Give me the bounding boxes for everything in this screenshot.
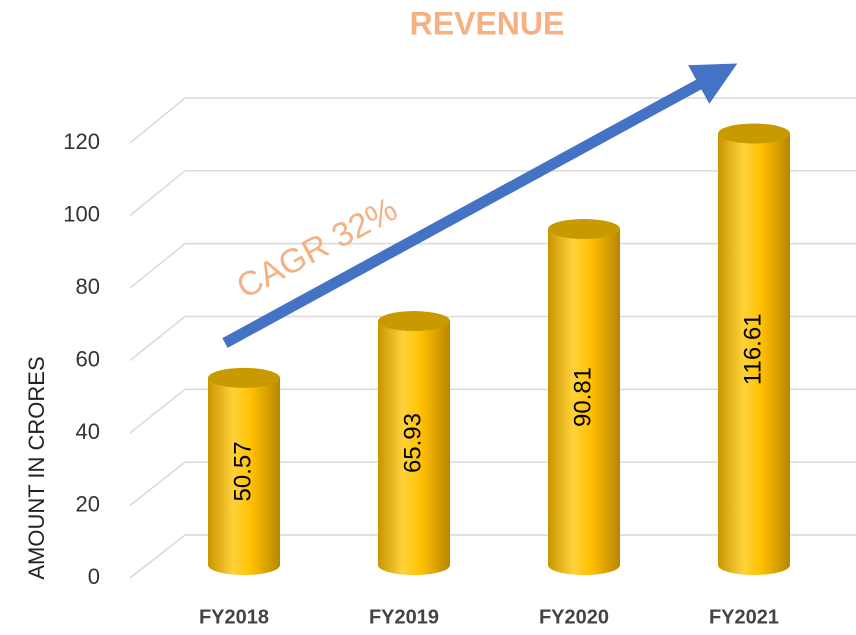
y-tick-label: 80 [76, 274, 100, 299]
grid-line [129, 388, 856, 434]
y-axis-label: AMOUNT IN CRORES [24, 356, 49, 579]
bar-top [718, 123, 790, 144]
bar-top [208, 367, 280, 388]
grid-line [129, 97, 856, 144]
bar [718, 133, 790, 575]
value-label: 50.57 [229, 441, 256, 501]
bar [378, 321, 450, 575]
value-label: 65.93 [399, 413, 426, 473]
bar [548, 229, 620, 576]
y-tick-label: 40 [76, 419, 100, 444]
x-tick-label: FY2020 [539, 606, 609, 628]
y-tick-label: 20 [76, 491, 100, 516]
y-tick-label: 60 [76, 346, 100, 371]
y-tick-label: 120 [63, 129, 100, 154]
value-label: 90.81 [569, 367, 596, 427]
trend-arrow [222, 63, 738, 348]
bar [208, 377, 280, 575]
grid-line [129, 242, 856, 289]
x-tick-label: FY2021 [709, 606, 779, 628]
grid-line [129, 315, 856, 362]
grid-line [129, 461, 856, 507]
grid-line [129, 170, 856, 217]
chart-title: REVENUE [410, 5, 565, 41]
x-tick-label: FY2018 [199, 606, 269, 628]
y-tick-label: 0 [88, 564, 100, 589]
bar-top [548, 219, 620, 240]
value-label: 116.61 [739, 313, 766, 385]
x-tick-label: FY2019 [369, 606, 439, 628]
y-tick-label: 100 [63, 201, 100, 226]
bar-top [378, 311, 450, 332]
grid-line [129, 534, 856, 579]
